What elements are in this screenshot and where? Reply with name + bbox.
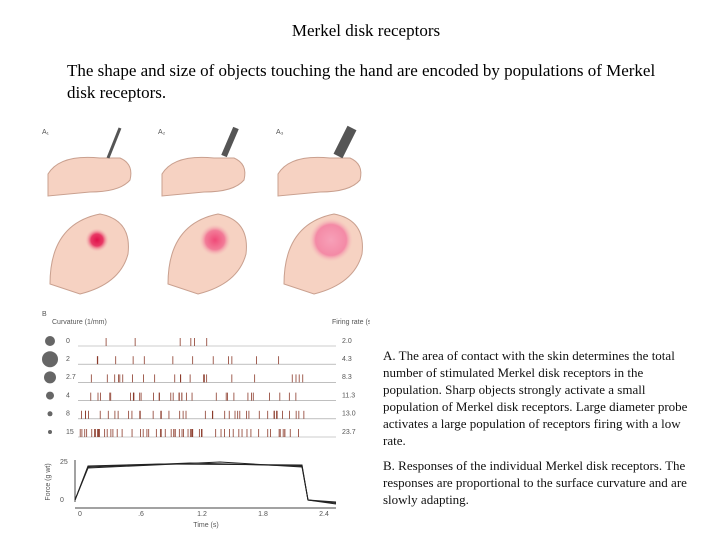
curvature-value: 8 [66,411,70,418]
force-trace [74,463,337,503]
force-tick: 25 [60,459,68,466]
probe-icon [47,411,53,417]
activation-spot [309,218,353,262]
curvature-value: 0 [66,338,70,345]
panel-label: A₂ [158,129,166,136]
probe-icon [46,391,54,400]
probe-icon [42,351,58,368]
activation-spot [199,224,231,256]
rate-value: 8.3 [342,374,352,381]
time-tick: 2.4 [319,511,329,518]
rate-value: 4.3 [342,356,352,363]
probes [106,125,357,159]
panel-label: A₃ [276,129,284,136]
time-tick: 1.2 [197,511,207,518]
activation-spot [85,228,109,252]
curvature-value: 2 [66,356,70,363]
panel-label: A₁ [42,129,50,136]
force-trace [74,462,337,504]
caption: A. The area of contact with the skin det… [383,348,688,448]
force-tick: 0 [60,497,64,504]
rate-value: 13.0 [342,411,356,418]
curvature-value: 4 [66,392,70,399]
time-tick: 0 [78,511,82,518]
time-tick: 1.8 [258,511,268,518]
axis-label: Firing rate (spikes/s) [332,319,370,326]
curvature-value: 15 [66,429,74,436]
panel-label: B [42,311,47,318]
slide-title: Merkel disk receptors [291,21,441,40]
axis-label: Curvature (1/mm) [52,319,107,326]
rate-value: 2.0 [342,338,352,345]
curvature-value: 2.7 [66,374,76,381]
time-tick: .6 [138,511,144,518]
caption: B. Responses of the individual Merkel di… [383,458,687,507]
figure: A₁ A₂ A₃ B Curvature (1/mm) Firing rate (spik… [42,125,370,529]
axis-label: Force (g wt) [45,463,52,500]
probe-icon [44,371,56,384]
rate-value: 11.3 [342,392,355,399]
probe-icon [48,430,52,434]
force-trace [74,461,337,505]
rate-value: 23.7 [342,429,356,436]
probe-icon [45,336,55,346]
axis-label: Time (s) [193,522,218,529]
intro-text: The shape and size of objects touching t… [67,61,656,102]
